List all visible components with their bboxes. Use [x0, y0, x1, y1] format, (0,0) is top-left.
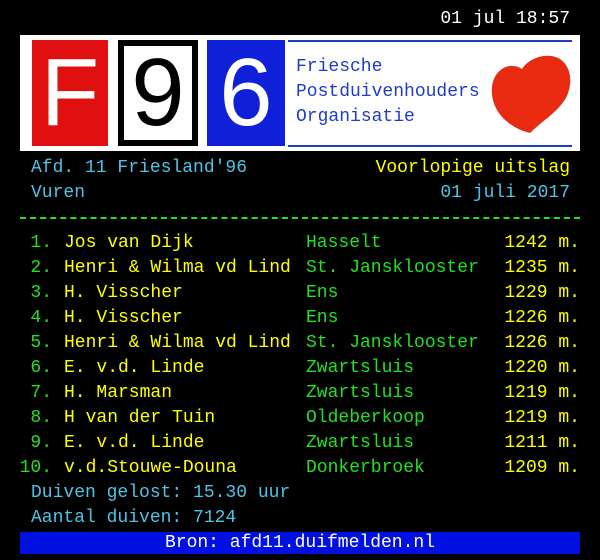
logo-rule — [288, 40, 572, 42]
release-place: Vuren — [31, 183, 86, 203]
distance: 1211 m. — [504, 433, 580, 453]
rank: 6. — [30, 358, 52, 378]
fancier: H van der Tuin — [64, 408, 216, 428]
logo-letter: 9 — [118, 40, 198, 146]
location: Donkerbroek — [306, 458, 425, 478]
location: St. Jansklooster — [306, 258, 479, 278]
location: St. Jansklooster — [306, 333, 479, 353]
distance: 1229 m. — [504, 283, 580, 303]
location: Oldeberkoop — [306, 408, 425, 428]
distance: 1219 m. — [504, 408, 580, 428]
distance: 1242 m. — [504, 233, 580, 253]
logo-letter: 6 — [207, 40, 285, 146]
fancier: Jos van Dijk — [64, 233, 194, 253]
logo: F 9 6 Friesche Postduivenhouders Organis… — [20, 35, 580, 151]
distance: 1220 m. — [504, 358, 580, 378]
rank: 7. — [30, 383, 52, 403]
source: Bron: afd11.duifmelden.nl — [20, 532, 580, 554]
location: Ens — [306, 308, 339, 328]
rank: 3. — [30, 283, 52, 303]
fancier: Henri & Wilma vd Lind — [64, 258, 291, 278]
org-name: Postduivenhouders — [296, 82, 480, 102]
clock: 01 jul 18:57 — [440, 9, 570, 29]
distance: 1209 m. — [504, 458, 580, 478]
rank: 9. — [30, 433, 52, 453]
rank: 8. — [30, 408, 52, 428]
heart-icon — [491, 55, 571, 133]
rank: 10. — [19, 458, 52, 478]
pigeon-count: Aantal duiven: 7124 — [31, 508, 237, 528]
fancier: E. v.d. Linde — [64, 358, 205, 378]
fancier: v.d.Stouwe-Douna — [64, 458, 237, 478]
rank: 4. — [30, 308, 52, 328]
fancier: H. Visscher — [64, 308, 183, 328]
distance: 1226 m. — [504, 308, 580, 328]
fancier: E. v.d. Linde — [64, 433, 205, 453]
location: Ens — [306, 283, 339, 303]
rank: 2. — [30, 258, 52, 278]
location: Zwartsluis — [306, 383, 415, 403]
fancier: H. Marsman — [64, 383, 173, 403]
distance: 1226 m. — [504, 333, 580, 353]
location: Zwartsluis — [306, 433, 415, 453]
rank: 5. — [30, 333, 52, 353]
heart — [491, 55, 571, 133]
org-name: Organisatie — [296, 107, 415, 127]
location: Hasselt — [306, 233, 382, 253]
logo-rule — [288, 145, 572, 147]
org-name: Friesche — [296, 57, 383, 77]
separator — [20, 217, 580, 219]
division: Afd. 11 Friesland'96 — [31, 158, 248, 178]
fancier: Henri & Wilma vd Lind — [64, 333, 291, 353]
race-date: 01 juli 2017 — [440, 183, 570, 203]
result-type: Voorlopige uitslag — [375, 158, 570, 178]
distance: 1235 m. — [504, 258, 580, 278]
release-time: Duiven gelost: 15.30 uur — [31, 483, 291, 503]
location: Zwartsluis — [306, 358, 415, 378]
logo-letter: F — [32, 40, 108, 146]
distance: 1219 m. — [504, 383, 580, 403]
fancier: H. Visscher — [64, 283, 183, 303]
rank: 1. — [30, 233, 52, 253]
